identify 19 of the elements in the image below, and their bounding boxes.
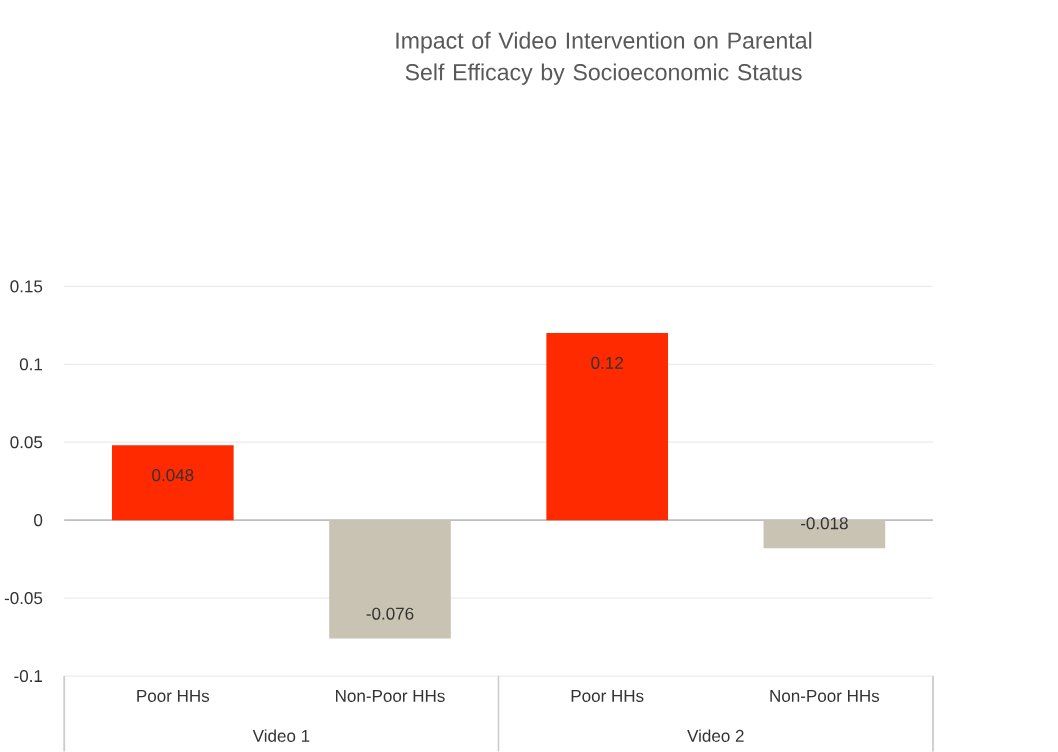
x-tick-label: Poor HHs — [137, 689, 210, 702]
data-label: 0.048 — [152, 468, 194, 481]
data-label: -0.076 — [366, 607, 414, 620]
y-tick-label: 0.1 — [19, 358, 43, 371]
bar — [111, 445, 234, 520]
text: Video 1 — [252, 729, 310, 742]
y-tick-label: 0 — [34, 513, 43, 527]
data-label: 0.12 — [591, 356, 623, 369]
text: Video 2 — [687, 729, 744, 742]
y-tick-label: 0.05 — [10, 436, 43, 449]
chart-title: Impact of Video Intervention on Parental Self Efficacy by Socioeconomic Status — [396, 31, 812, 85]
y-tick-label: -0.1 — [14, 669, 43, 682]
x-tick-label: Non-Poor HHs — [770, 689, 880, 702]
x-tick-label: Poor HHs — [571, 689, 644, 702]
x-tick-label: Non-Poor HHs — [336, 689, 445, 702]
y-tick-label: 0.15 — [10, 280, 43, 293]
data-label: -0.018 — [801, 517, 848, 530]
y-tick-label: -0.05 — [4, 591, 43, 604]
bar — [546, 332, 669, 520]
